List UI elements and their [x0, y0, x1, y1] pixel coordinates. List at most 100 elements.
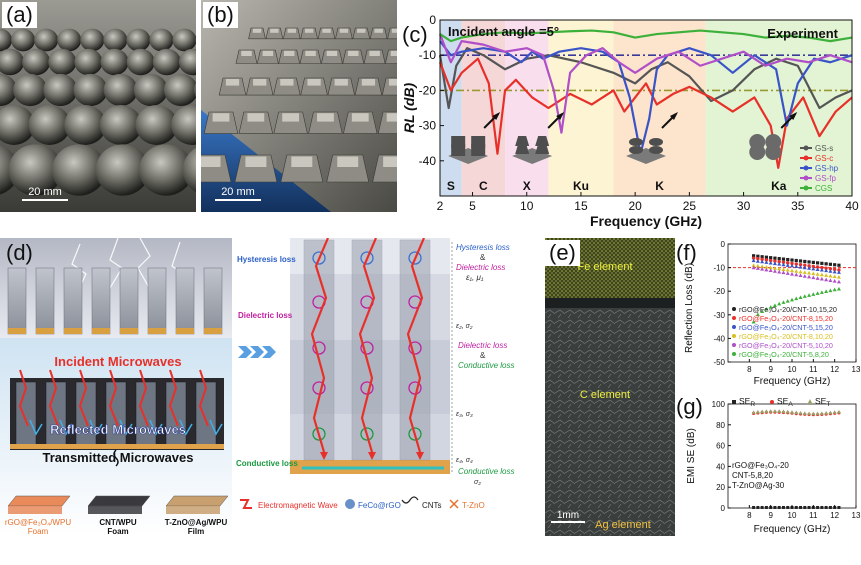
data-point [815, 411, 820, 416]
band-label: X [523, 179, 531, 193]
data-point [751, 258, 756, 263]
data-point [760, 267, 765, 271]
band-ku [548, 20, 614, 196]
rl-chart: S C X Ku K Ka2 5 10 15 20 25 30 35 400-10-20-30-40Fre… [401, 13, 859, 229]
hemisphere [28, 105, 71, 145]
frustum-top [334, 78, 348, 86]
data-point [833, 263, 837, 267]
scale-text: 20 mm [28, 186, 62, 198]
y-tick-label: -30 [713, 311, 725, 320]
cube [451, 144, 466, 156]
frustum-top [369, 50, 380, 56]
foam-sample-side [8, 506, 62, 514]
x-tick-label: 11 [809, 365, 818, 374]
data-point [819, 267, 824, 272]
hemisphere [99, 105, 142, 145]
frustum-top [245, 156, 267, 167]
x-axis-label: Frequency (GHz) [754, 376, 831, 387]
data-point [764, 265, 769, 269]
foam3-label: T-ZnO@Ag/WPU [165, 518, 228, 527]
panel-b-label: (b) [203, 2, 238, 28]
panel-a-label: (a) [2, 2, 37, 28]
panel-e-micrograph: Fe element C element Ag element 1mm (e) [545, 238, 675, 536]
data-point [803, 259, 807, 264]
data-point [764, 409, 769, 413]
hemisphere [73, 73, 108, 107]
band-label: K [655, 179, 664, 193]
r-dielectric1: Dielectric loss [456, 263, 505, 272]
data-point [807, 411, 812, 416]
data-point [828, 505, 832, 509]
y-tick-label: 80 [716, 421, 725, 430]
data-point [799, 505, 803, 509]
x-tick-label: 10 [520, 199, 534, 213]
data-point [815, 291, 820, 295]
data-point [772, 269, 777, 273]
data-point [802, 274, 807, 278]
data-point [760, 505, 764, 509]
legend-em-icon [240, 499, 252, 509]
data-point [764, 505, 768, 509]
column-base [120, 328, 138, 334]
x-tick-label: 9 [768, 511, 773, 520]
data-point [773, 259, 777, 263]
frustum-top [252, 28, 262, 33]
data-point [785, 267, 790, 272]
data-point [832, 269, 837, 274]
data-point [828, 278, 833, 282]
legend-fe-label: FeCo@rGO [358, 501, 401, 510]
incident-wave [198, 369, 209, 427]
panel-a-photo: (a) 20 mm [0, 0, 196, 212]
data-point [751, 319, 756, 324]
legend-marker [807, 399, 813, 404]
hemisphere [126, 28, 151, 52]
data-point [790, 410, 794, 414]
data-point [820, 265, 824, 270]
band-label: Ku [573, 179, 589, 193]
data-point [815, 272, 820, 276]
data-point [798, 262, 803, 267]
frustum-top [322, 28, 331, 33]
y-tick-label: 0 [429, 13, 436, 27]
data-point [777, 269, 782, 274]
data-point [790, 271, 794, 276]
frustum [535, 136, 550, 146]
data-point [772, 409, 777, 413]
legend-marker [732, 400, 736, 404]
data-point [756, 254, 760, 258]
column-base [148, 328, 166, 334]
frustum-top [270, 28, 279, 33]
foam-sample [165, 495, 229, 507]
plot-frame [727, 403, 857, 509]
data-point [811, 266, 816, 271]
legend-zno-label: T-ZnO [462, 501, 485, 510]
data-point [819, 290, 824, 294]
data-point [777, 505, 781, 509]
data-point [790, 261, 794, 266]
incident-wave [18, 369, 29, 427]
legend-label: GS-c [815, 154, 833, 163]
data-point [768, 409, 773, 413]
series [751, 263, 841, 279]
y-tick-label: 0 [721, 240, 726, 249]
absorption-mechanism-diagram: Incident Microwaves Reflected Microwaves… [0, 238, 514, 536]
x-tick-label: 35 [791, 199, 805, 213]
data-point [794, 262, 798, 266]
hemisphere [22, 48, 51, 76]
transmitted-wave [113, 449, 119, 467]
data-point [777, 260, 781, 264]
data-point [781, 409, 786, 414]
y-tick-label: 0 [721, 504, 726, 513]
data-point [794, 296, 799, 301]
frustum-top [386, 113, 397, 122]
data-point [794, 272, 799, 277]
hemisphere [34, 28, 59, 52]
data-point [803, 505, 807, 509]
data-point [837, 263, 841, 267]
data-point [820, 261, 824, 265]
foam-column [119, 267, 139, 335]
data-point [756, 505, 760, 509]
data-point [768, 260, 773, 265]
data-point [824, 289, 829, 294]
frustum-top [253, 78, 267, 86]
